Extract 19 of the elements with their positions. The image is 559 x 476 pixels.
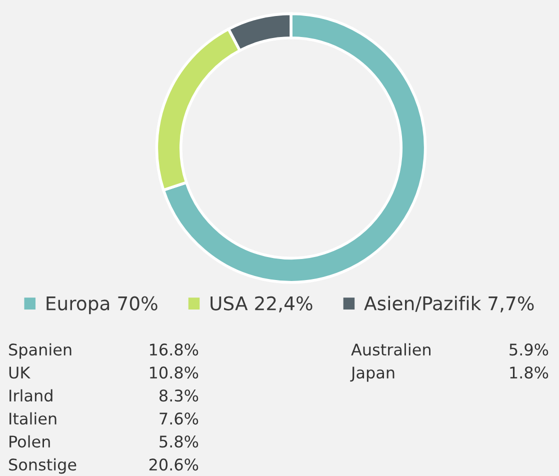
text: 1.8% [510,366,548,379]
text: Italien [10,412,56,425]
text: Irland [10,389,52,402]
text: Polen [10,435,50,448]
text: 8.3% [160,390,198,402]
text: 10.8% [150,366,198,379]
text: Spanien [9,343,72,359]
text: 7.6% [160,412,198,425]
text: 16.8% [150,344,198,356]
text: Australien [351,343,430,356]
legend-label: USA 22,4% [210,296,312,312]
legend-label: Europa 70% [46,296,158,314]
text: 5.8% [160,436,198,448]
text: Japan [350,366,394,382]
text: Sonstige [9,458,76,474]
text: 5.9% [510,344,548,356]
text: 20.6% [149,458,198,471]
legend-label: Asien/Pazifik 7,7% [364,296,534,312]
text: UK [9,366,30,379]
